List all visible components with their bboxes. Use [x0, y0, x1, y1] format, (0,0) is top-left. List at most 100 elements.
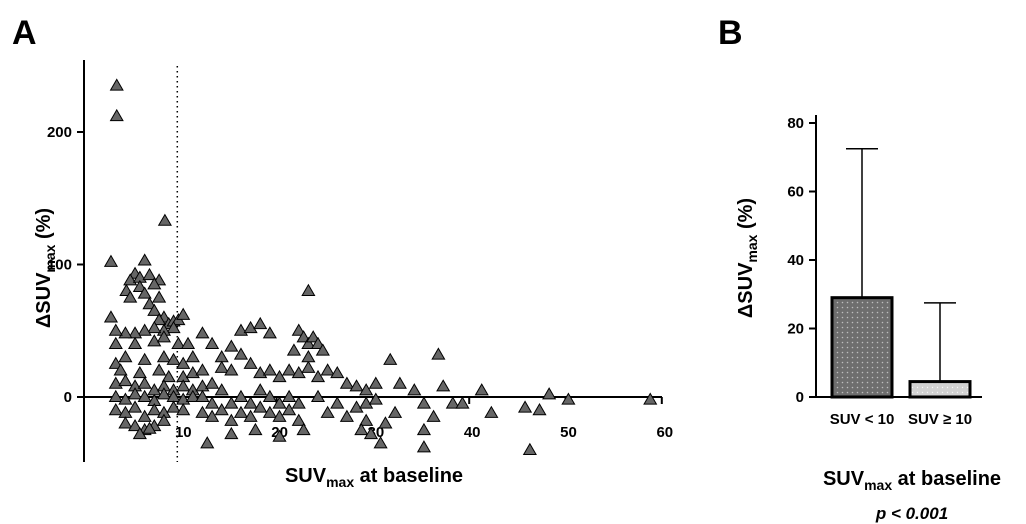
scatter-point: [233, 405, 249, 418]
scatter-point: [152, 312, 167, 326]
scatter-point: [118, 326, 133, 339]
scatter-y-tick-label: 200: [47, 124, 72, 141]
scatter-point: [272, 429, 287, 442]
scatter-point: [262, 389, 277, 402]
scatter-point: [132, 279, 147, 292]
scatter-point: [248, 422, 263, 436]
scatter-point: [109, 78, 124, 91]
scatter-point: [214, 383, 229, 396]
scatter-point: [445, 396, 460, 409]
bar-category-label: SUV < 10: [830, 411, 895, 428]
scatter-point: [359, 413, 374, 426]
scatter-point: [137, 352, 152, 365]
scatter-point: [156, 413, 171, 426]
scatter-point: [542, 387, 557, 400]
scatter-point: [330, 365, 345, 379]
scatter-y-tick-label: 0: [64, 389, 72, 406]
scatter-point: [272, 396, 287, 409]
scatter-point: [392, 376, 407, 389]
scatter-point: [282, 363, 297, 376]
scatter-point: [291, 396, 306, 409]
scatter-point: [224, 413, 239, 426]
scatter-point: [127, 336, 143, 349]
scatter-x-tick-label: 40: [464, 424, 481, 441]
scatter-point: [532, 403, 547, 416]
scatter-point: [320, 363, 335, 376]
scatter-point: [272, 409, 287, 422]
scatter-point: [233, 323, 249, 336]
scatter-y-axis-title: ΔSUVmax (%): [33, 208, 58, 328]
scatter-point: [243, 409, 258, 422]
scatter-point: [156, 330, 171, 343]
scatter-point: [455, 396, 470, 409]
scatter-point: [176, 307, 191, 320]
scatter-point: [407, 383, 422, 396]
scatter-point: [195, 405, 210, 418]
scatter-point: [310, 389, 326, 402]
scatter-point: [330, 396, 345, 409]
scatter-point: [103, 310, 119, 323]
scatter-point: [127, 387, 143, 400]
scatter-point: [291, 323, 306, 336]
scatter-point: [368, 376, 383, 389]
scatter-point: [561, 392, 576, 405]
scatter-point: [123, 290, 138, 303]
panel-b-letter: B: [718, 14, 743, 52]
scatter-point: [349, 379, 364, 392]
scatter-point: [137, 376, 152, 389]
scatter-point: [137, 389, 152, 402]
scatter-point: [224, 396, 239, 409]
scatter-point: [214, 360, 229, 373]
scatter-point: [147, 277, 162, 290]
scatter-point: [142, 421, 157, 434]
bar-axes: 0 20 40 60 80 SUV < 10 SUV ≥ 10: [787, 115, 982, 428]
scatter-point: [103, 254, 119, 267]
scatter-point: [233, 389, 249, 402]
scatter-point: [296, 422, 311, 436]
scatter-point: [224, 426, 239, 440]
scatter-point: [310, 369, 326, 383]
bar-x-axis-title: SUVmax at baseline: [823, 468, 1001, 493]
bar-y-tick-label: 20: [787, 321, 804, 338]
scatter-point: [253, 383, 268, 396]
scatter-point: [137, 323, 152, 336]
scatter-point: [272, 369, 287, 383]
scatter-point: [113, 363, 128, 376]
scatter-point: [109, 108, 124, 122]
p-value-annotation: p < 0.001: [875, 504, 948, 523]
scatter-point: [180, 336, 196, 349]
scatter-point: [118, 350, 133, 363]
scatter-point: [286, 343, 302, 356]
scatter-point: [152, 363, 167, 376]
scatter-chart: 1020304050600100200 SUVmax at baseline Δ…: [33, 60, 673, 490]
scatter-point: [522, 442, 537, 455]
scatter-point: [310, 336, 326, 349]
scatter-x-tick-label: 60: [656, 424, 673, 441]
scatter-point: [185, 389, 200, 402]
scatter-point: [132, 365, 147, 379]
scatter-point: [147, 320, 162, 334]
scatter-point: [118, 373, 133, 387]
scatter-point: [118, 416, 133, 429]
bar-chart: 0 20 40 60 80 SUV < 10 SUV ≥ 10 ΔSUVmax (%) SU…: [735, 115, 1001, 523]
scatter-points: [103, 78, 658, 455]
scatter-point: [301, 283, 316, 296]
scatter-point: [320, 405, 335, 418]
scatter-point: [426, 409, 441, 422]
panel-a-letter: A: [12, 14, 37, 52]
scatter-point: [205, 376, 220, 389]
bar: [908, 380, 972, 399]
scatter-point: [176, 403, 191, 416]
bar-y-axis-title: ΔSUVmax (%): [735, 198, 760, 318]
scatter-point: [108, 403, 123, 416]
scatter-point: [195, 326, 210, 339]
scatter-point: [373, 436, 388, 449]
scatter-point: [108, 356, 123, 369]
scatter-point: [156, 350, 171, 363]
scatter-point: [416, 396, 432, 409]
scatter-point: [643, 392, 658, 405]
scatter-point: [214, 350, 229, 363]
scatter-point: [383, 352, 398, 365]
scatter-point: [137, 409, 152, 422]
